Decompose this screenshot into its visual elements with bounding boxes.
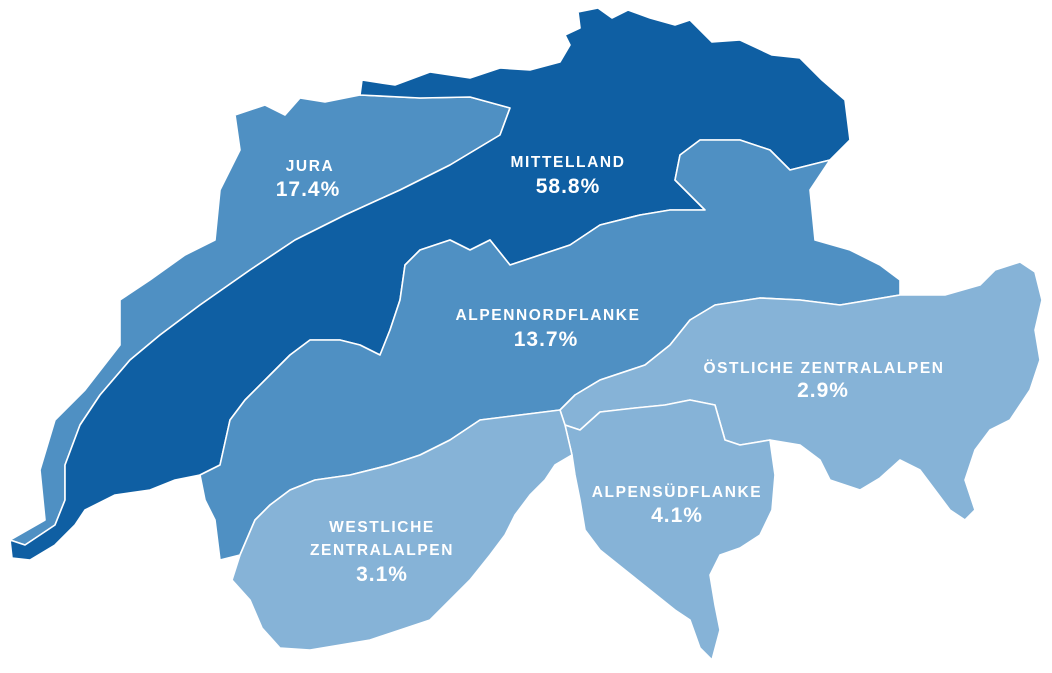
label-jura: JURA 17.4% bbox=[276, 158, 341, 201]
label-alpensuedflanke: ALPENSÜDFLANKE 4.1% bbox=[592, 484, 763, 527]
region-alpensuedflanke bbox=[564, 399, 776, 661]
region-westliche-zentralalpen bbox=[231, 409, 573, 651]
jura-name: JURA bbox=[286, 158, 335, 175]
westliche-zentralalpen-name-line1: WESTLICHE bbox=[329, 519, 435, 536]
alpensuedflanke-name: ALPENSÜDFLANKE bbox=[592, 484, 763, 501]
jura-share: 17.4% bbox=[276, 178, 341, 201]
label-westliche-zentralalpen: WESTLICHE ZENTRALALPEN 3.1% bbox=[310, 519, 454, 586]
label-oestliche-zentralalpen: ÖSTLICHE ZENTRALALPEN 2.9% bbox=[703, 360, 944, 402]
oestliche-zentralalpen-name: ÖSTLICHE ZENTRALALPEN bbox=[703, 360, 944, 377]
mittelland-name: MITTELLAND bbox=[510, 154, 625, 171]
label-alpennordflanke: ALPENNORDFLANKE 13.7% bbox=[455, 307, 640, 351]
alpennordflanke-share: 13.7% bbox=[514, 328, 579, 351]
mittelland-share: 58.8% bbox=[536, 175, 601, 198]
alpennordflanke-name: ALPENNORDFLANKE bbox=[455, 307, 640, 324]
label-mittelland: MITTELLAND 58.8% bbox=[510, 154, 625, 198]
oestliche-zentralalpen-share: 2.9% bbox=[797, 379, 849, 402]
westliche-zentralalpen-share: 3.1% bbox=[356, 563, 408, 586]
westliche-zentralalpen-name-line2: ZENTRALALPEN bbox=[310, 542, 454, 559]
alpensuedflanke-share: 4.1% bbox=[651, 504, 703, 527]
